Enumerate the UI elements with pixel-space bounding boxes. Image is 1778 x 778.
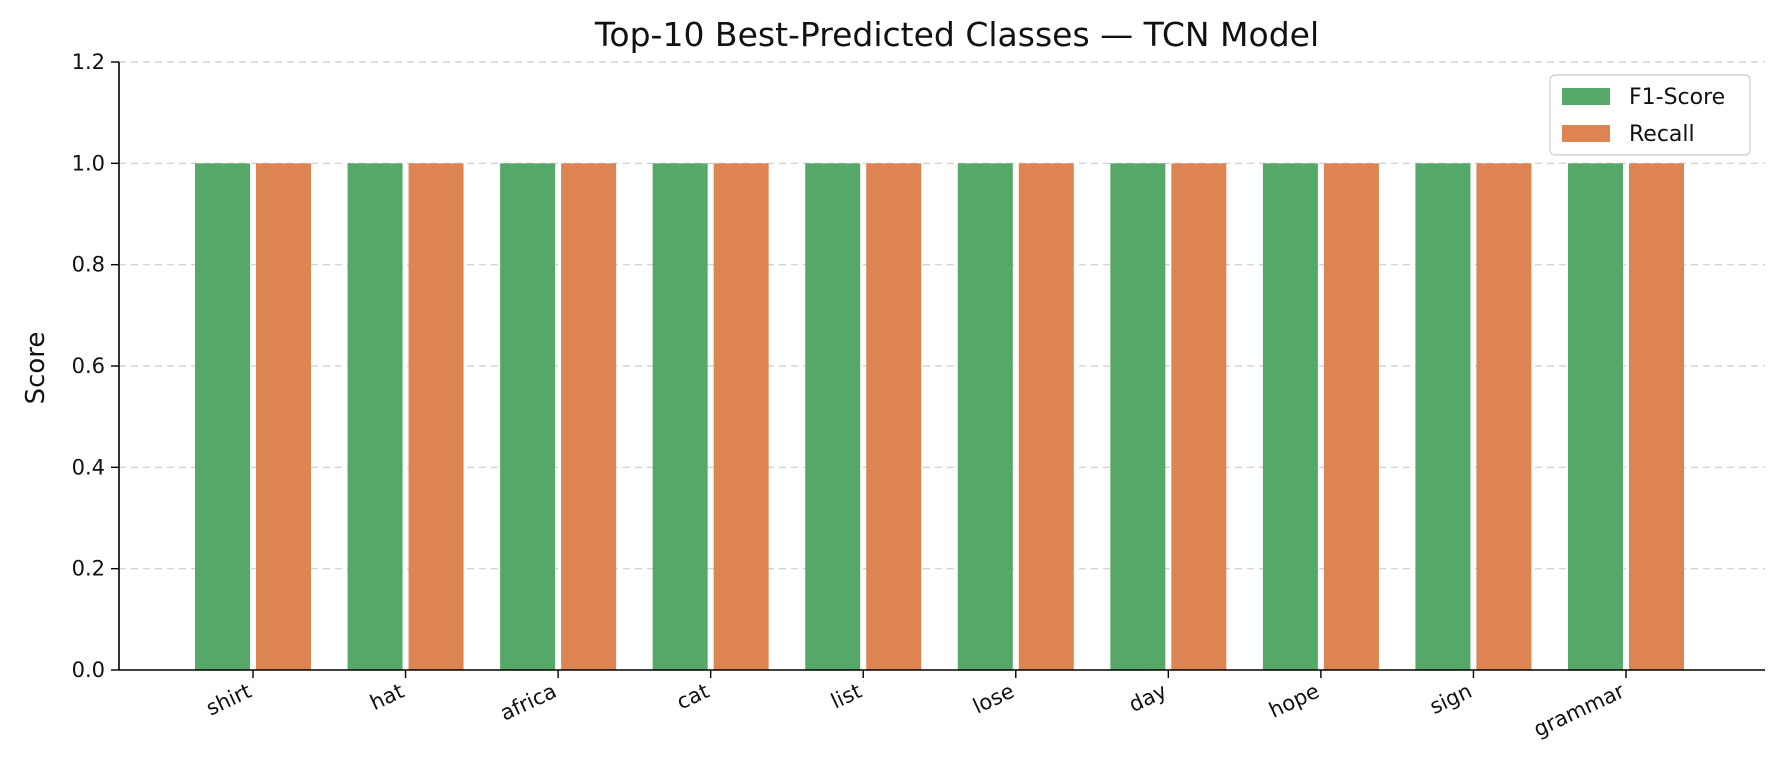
x-tick-label: africa: [496, 679, 560, 726]
x-tick-label: shirt: [202, 679, 255, 721]
bar-recall-grammar: [1629, 163, 1684, 671]
y-tick-label: 0.6: [72, 354, 105, 378]
bar-recall-hope: [1323, 163, 1379, 671]
y-tick-label: 0.0: [72, 658, 105, 682]
bar-recall-cat: [713, 163, 769, 671]
bar-f1-score-hope: [1262, 163, 1318, 671]
bar-f1-score-sign: [1415, 163, 1471, 671]
bar-f1-score-day: [1110, 163, 1166, 671]
y-tick-label: 1.2: [72, 50, 105, 74]
bar-recall-africa: [561, 163, 617, 671]
y-tick-label: 0.8: [72, 253, 105, 277]
bar-f1-score-cat: [652, 163, 708, 671]
bar-f1-score-list: [805, 163, 861, 671]
bar-recall-day: [1171, 163, 1227, 671]
bar-f1-score-shirt: [195, 163, 250, 671]
bar-recall-shirt: [256, 163, 311, 671]
y-tick-label: 1.0: [72, 151, 105, 175]
bar-recall-list: [866, 163, 922, 671]
legend-swatch: [1562, 88, 1610, 105]
y-tick-label: 0.2: [72, 557, 105, 581]
bar-f1-score-africa: [500, 163, 556, 671]
x-tick-label: day: [1125, 679, 1170, 717]
y-ticks: 0.0 0.2 0.4 0.6 0.8 1.0 1.2: [72, 50, 119, 682]
legend: F1-Score Recall: [1549, 74, 1751, 156]
x-ticks: shirt hat africa cat list lose day hope sign gram…: [202, 670, 1628, 742]
y-tick-label: 0.4: [72, 455, 105, 479]
bar-f1-score-grammar: [1568, 163, 1623, 671]
bar-f1-score-hat: [347, 163, 403, 671]
x-tick-label: grammar: [1530, 679, 1629, 742]
x-tick-label: sign: [1426, 679, 1475, 719]
x-tick-label: hope: [1265, 679, 1323, 723]
bars: [195, 163, 1684, 671]
bar-f1-score-lose: [957, 163, 1013, 671]
legend-label: F1-Score: [1629, 85, 1725, 110]
legend-swatch: [1562, 125, 1610, 142]
bar-recall-hat: [408, 163, 464, 671]
chart-title: Top-10 Best-Predicted Classes — TCN Mode…: [594, 15, 1319, 54]
x-tick-label: list: [827, 679, 865, 714]
x-tick-label: hat: [366, 679, 407, 715]
legend-label: Recall: [1629, 122, 1695, 147]
bar-recall-sign: [1476, 163, 1532, 671]
x-tick-label: lose: [969, 679, 1018, 719]
y-axis-label: Score: [21, 332, 51, 405]
x-tick-label: cat: [673, 679, 713, 715]
bar-recall-lose: [1018, 163, 1074, 671]
